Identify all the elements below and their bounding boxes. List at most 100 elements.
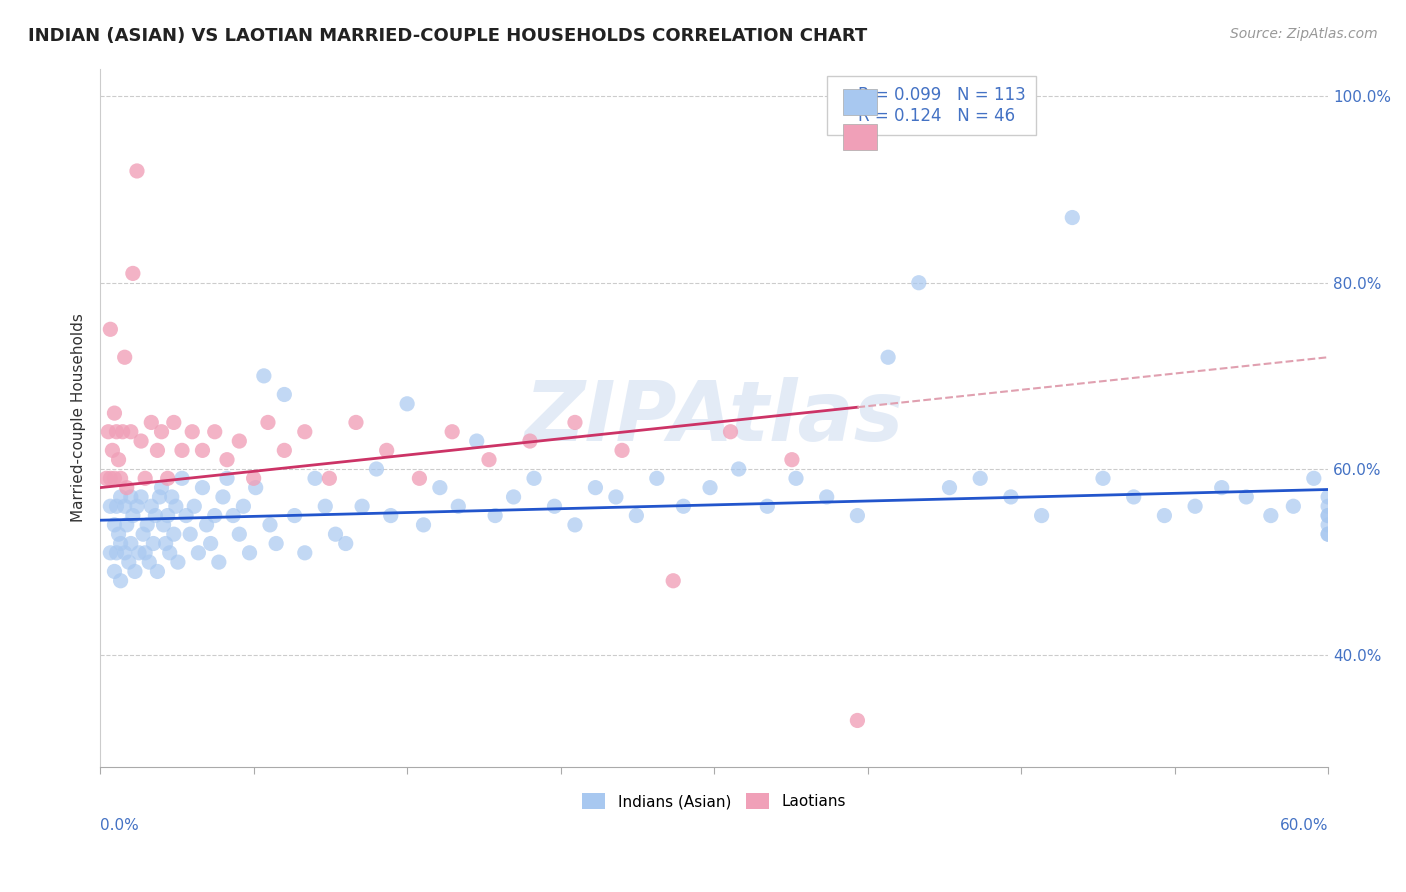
Point <box>120 536 142 550</box>
Point <box>98 471 121 485</box>
Point <box>519 434 541 448</box>
Point <box>408 471 430 485</box>
Point <box>1234 490 1257 504</box>
Point <box>129 434 152 448</box>
Point <box>543 500 565 514</box>
Point <box>114 500 136 514</box>
Point <box>1302 471 1324 485</box>
Point <box>118 555 141 569</box>
Point <box>478 452 501 467</box>
Point <box>120 490 142 504</box>
FancyBboxPatch shape <box>844 89 877 115</box>
Point <box>134 546 156 560</box>
Point <box>1317 527 1340 541</box>
Point <box>195 517 218 532</box>
Text: R = 0.099   N = 113
    R = 0.124   N = 46: R = 0.099 N = 113 R = 0.124 N = 46 <box>837 86 1026 125</box>
Point <box>380 508 402 523</box>
Point <box>699 481 721 495</box>
Point <box>441 425 464 439</box>
Text: ZIPAtlas: ZIPAtlas <box>524 377 904 458</box>
Point <box>145 508 167 523</box>
Point <box>114 350 136 364</box>
Legend: Indians (Asian), Laotians: Indians (Asian), Laotians <box>576 787 852 815</box>
Point <box>105 425 128 439</box>
Point <box>253 368 276 383</box>
Point <box>138 555 160 569</box>
Point <box>204 425 226 439</box>
Point <box>815 490 838 504</box>
Point <box>146 443 169 458</box>
Point <box>179 527 201 541</box>
Point <box>1282 500 1305 514</box>
Point <box>107 527 129 541</box>
Point <box>465 434 488 448</box>
Point <box>375 443 398 458</box>
Text: 60.0%: 60.0% <box>1279 818 1329 833</box>
Point <box>191 443 214 458</box>
Point <box>1184 500 1206 514</box>
Point <box>304 471 326 485</box>
Point <box>156 471 179 485</box>
Point <box>727 462 749 476</box>
Point <box>146 565 169 579</box>
Point <box>101 443 124 458</box>
Text: INDIAN (ASIAN) VS LAOTIAN MARRIED-COUPLE HOUSEHOLDS CORRELATION CHART: INDIAN (ASIAN) VS LAOTIAN MARRIED-COUPLE… <box>28 27 868 45</box>
Point <box>129 490 152 504</box>
Point <box>1317 508 1340 523</box>
Point <box>163 416 186 430</box>
Point <box>111 425 134 439</box>
Point <box>150 481 173 495</box>
Point <box>222 508 245 523</box>
Y-axis label: Married-couple Households: Married-couple Households <box>72 313 86 522</box>
Point <box>105 546 128 560</box>
Point <box>846 508 869 523</box>
Point <box>124 565 146 579</box>
Point <box>1091 471 1114 485</box>
Point <box>136 517 159 532</box>
Point <box>523 471 546 485</box>
Point <box>1062 211 1084 225</box>
Point <box>1211 481 1233 495</box>
Point <box>1317 508 1340 523</box>
Point <box>103 406 125 420</box>
Point <box>325 527 347 541</box>
Point <box>115 481 138 495</box>
Point <box>273 443 295 458</box>
Point <box>232 500 254 514</box>
Point <box>1122 490 1144 504</box>
Point <box>156 508 179 523</box>
Point <box>110 574 132 588</box>
Point <box>98 500 121 514</box>
Point <box>215 471 238 485</box>
Point <box>1317 517 1340 532</box>
Point <box>228 527 250 541</box>
Point <box>120 425 142 439</box>
Point <box>191 481 214 495</box>
Point <box>125 164 148 178</box>
Point <box>110 490 132 504</box>
Point <box>98 322 121 336</box>
Point <box>335 536 357 550</box>
Point <box>170 443 193 458</box>
Point <box>502 490 524 504</box>
Point <box>412 517 434 532</box>
Point <box>134 471 156 485</box>
Point <box>204 508 226 523</box>
Point <box>1317 490 1340 504</box>
Point <box>155 536 177 550</box>
Point <box>187 546 209 560</box>
Point <box>110 536 132 550</box>
Point <box>97 425 120 439</box>
Point <box>907 276 929 290</box>
Point <box>142 536 165 550</box>
Point <box>96 471 118 485</box>
Point <box>160 490 183 504</box>
Point <box>181 425 204 439</box>
Point <box>174 508 197 523</box>
Point <box>105 500 128 514</box>
Point <box>294 546 316 560</box>
Point <box>115 517 138 532</box>
Point <box>626 508 648 523</box>
Text: Source: ZipAtlas.com: Source: ZipAtlas.com <box>1230 27 1378 41</box>
Point <box>429 481 451 495</box>
